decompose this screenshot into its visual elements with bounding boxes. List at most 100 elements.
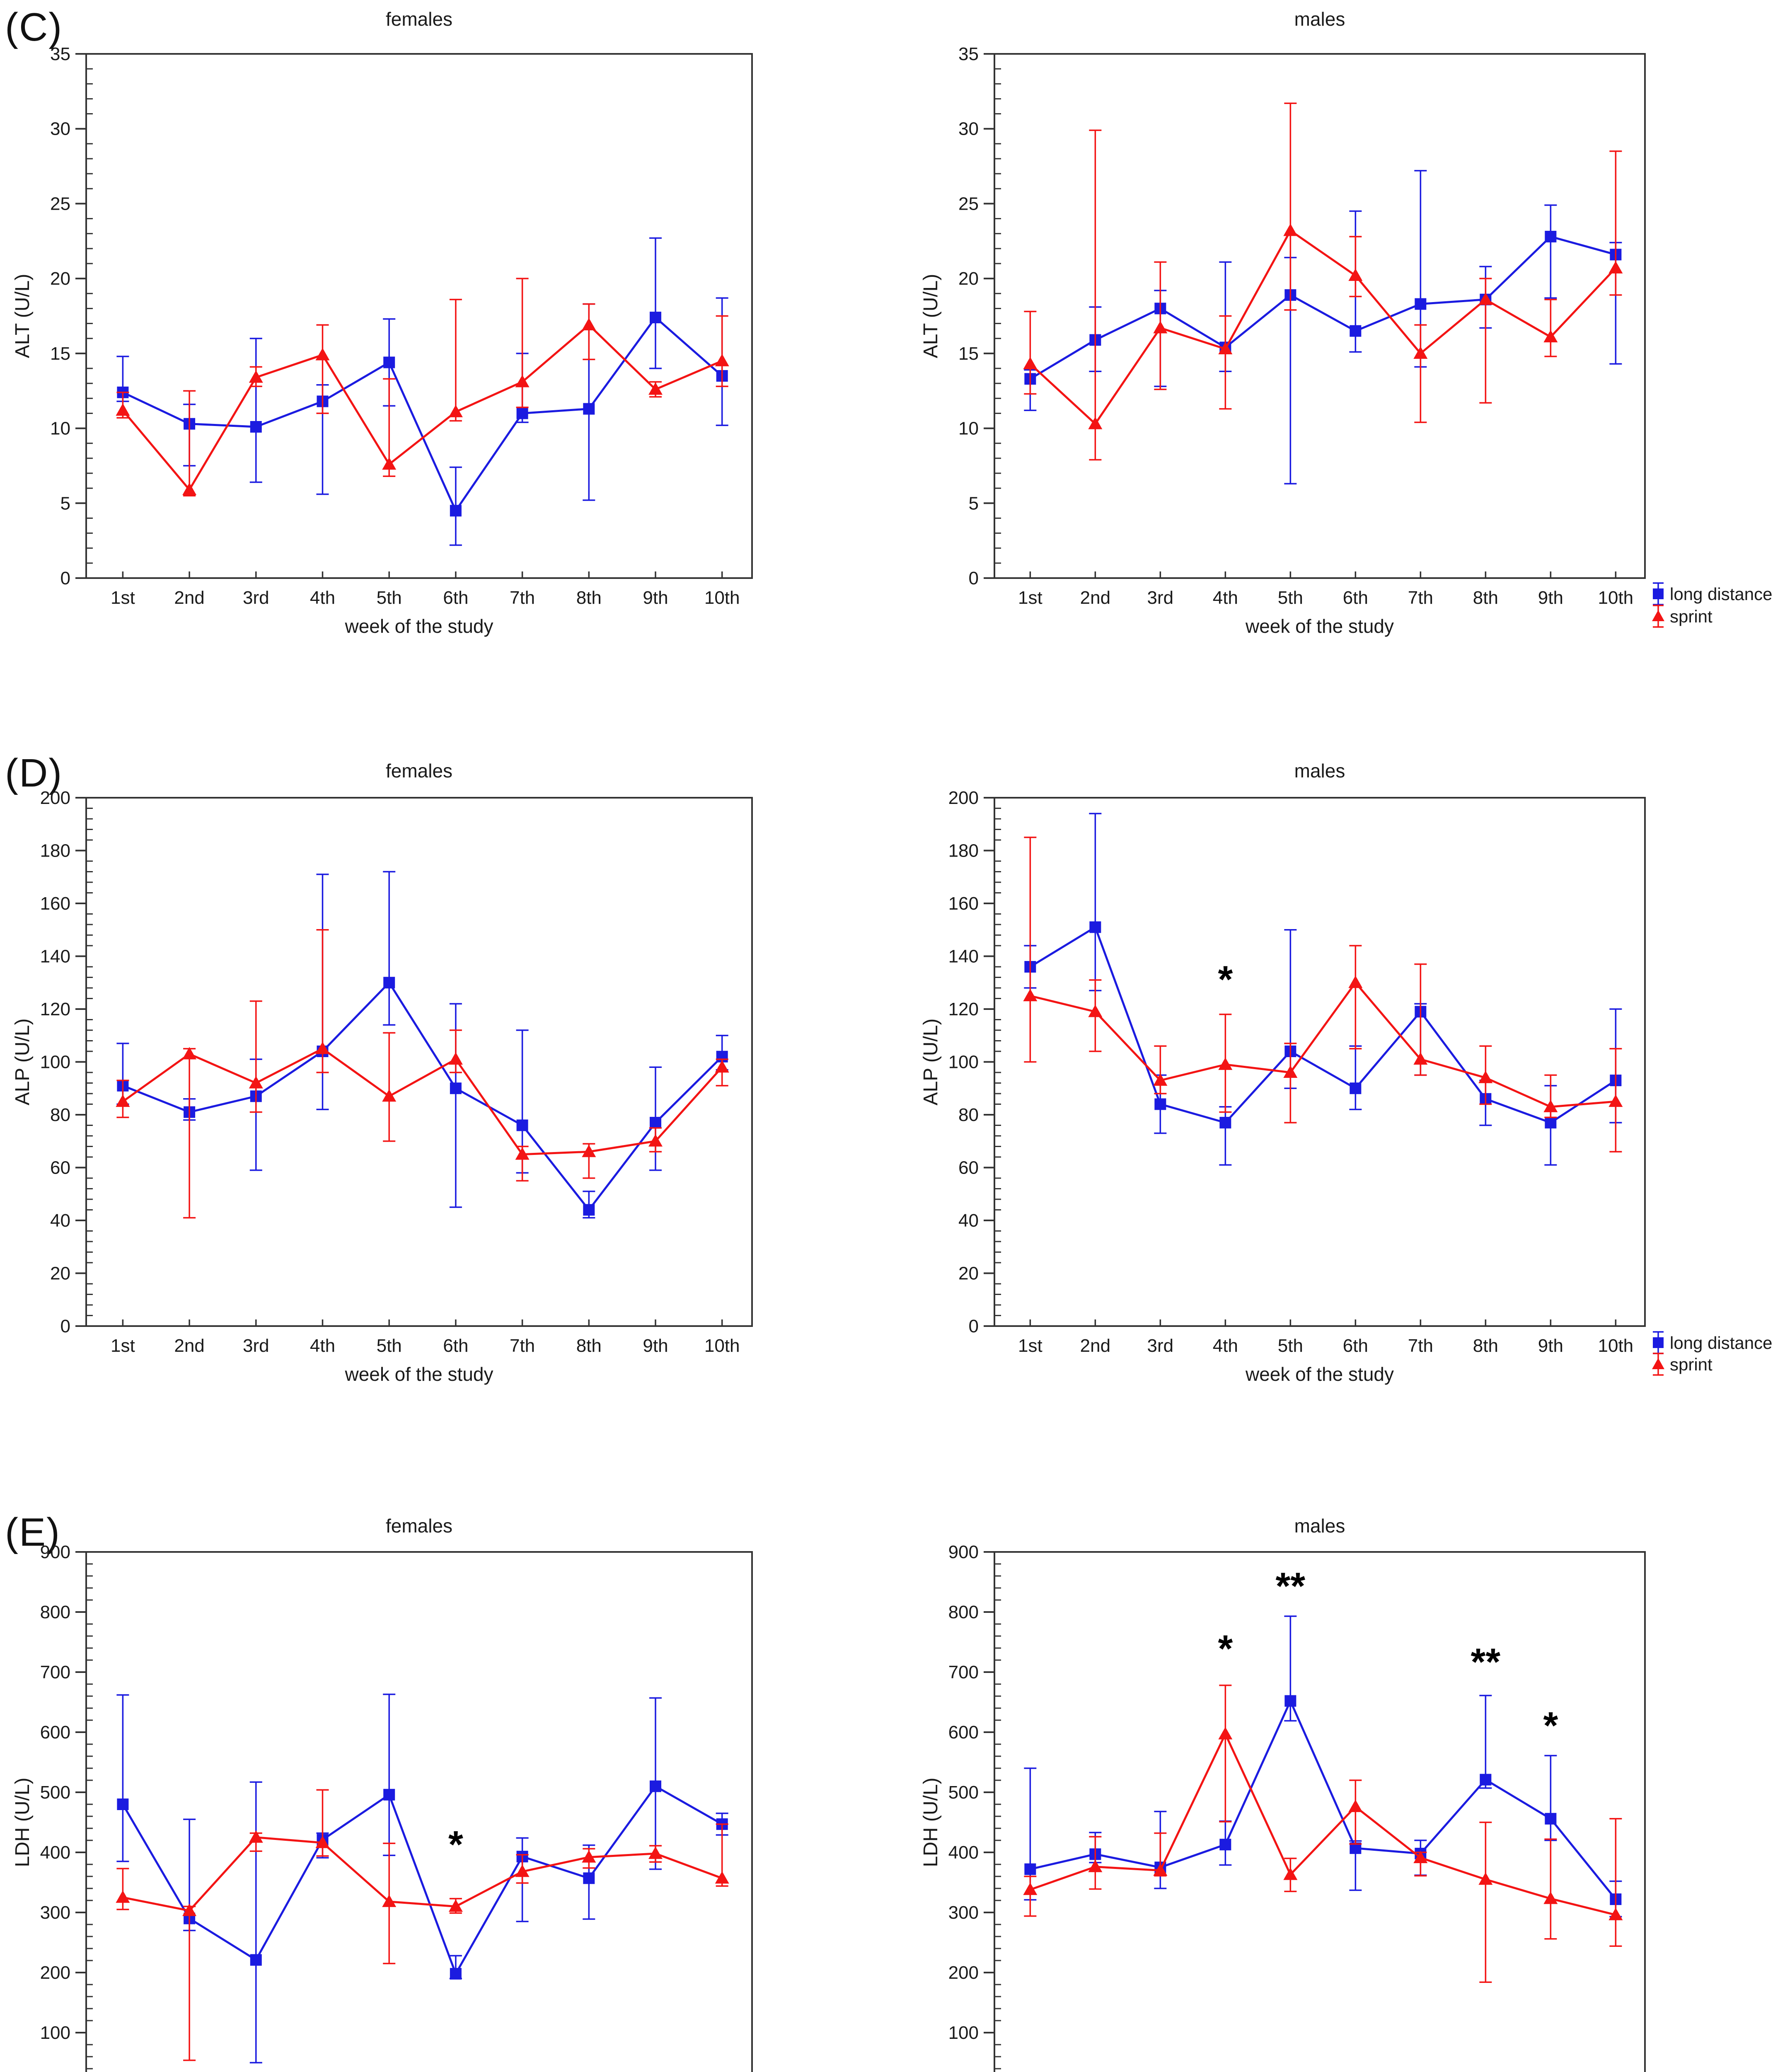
legend: long distance sprint	[1652, 1331, 1773, 1376]
data-point-triangle	[448, 404, 463, 417]
chart-title: females	[386, 1515, 452, 1537]
data-point-triangle	[315, 1835, 330, 1848]
x-axis-label: week of the study	[1245, 615, 1394, 637]
series-line	[122, 1048, 723, 1156]
data-point-triangle	[182, 1047, 197, 1060]
panel-letter-C: (C)	[5, 5, 63, 49]
svg-text:0: 0	[969, 1316, 979, 1336]
svg-text:100: 100	[40, 2023, 70, 2043]
svg-text:4th: 4th	[1213, 1336, 1238, 1356]
data-point-square	[1415, 298, 1427, 310]
svg-text:7th: 7th	[1408, 588, 1433, 608]
data-point-triangle	[1348, 1799, 1363, 1812]
svg-text:160: 160	[40, 893, 70, 914]
series-line	[1030, 981, 1616, 1108]
svg-text:7th: 7th	[510, 588, 535, 608]
panel-letter-D: (D)	[5, 751, 63, 795]
data-point-triangle	[1478, 1872, 1493, 1885]
data-point-square	[450, 1082, 462, 1094]
y-axis-label: ALT (U/L)	[12, 274, 34, 358]
svg-text:120: 120	[40, 999, 70, 1019]
data-point-square	[1154, 1098, 1166, 1110]
data-point-square	[117, 1798, 129, 1810]
y-axis: 0 5 10 15 20 25 30 35	[50, 44, 93, 588]
data-point-triangle	[1478, 1070, 1493, 1083]
series-line	[122, 316, 723, 512]
svg-text:20: 20	[958, 269, 979, 289]
data-point-triangle	[182, 1903, 197, 1916]
series-sprint	[116, 278, 729, 496]
x-axis-label: week of the study	[345, 615, 493, 637]
data-point-square	[383, 1789, 395, 1801]
svg-text:10th: 10th	[1598, 1336, 1634, 1356]
svg-text:140: 140	[40, 946, 70, 967]
chart-title: females	[386, 8, 452, 30]
svg-text:0: 0	[60, 1316, 70, 1336]
series-long-distance	[116, 871, 728, 1219]
data-point-triangle	[1413, 1851, 1428, 1864]
data-point-triangle	[182, 482, 197, 495]
svg-text:80: 80	[958, 1105, 979, 1125]
series-long-distance	[116, 1693, 728, 2064]
data-point-triangle	[1218, 1727, 1233, 1740]
svg-text:30: 30	[50, 119, 70, 139]
svg-text:200: 200	[948, 788, 979, 808]
chart-title: males	[1294, 1515, 1345, 1537]
data-point-square	[1350, 325, 1362, 337]
data-point-square	[516, 407, 528, 419]
svg-text:6th: 6th	[1343, 1336, 1368, 1356]
data-point-triangle	[448, 1052, 463, 1065]
svg-text:800: 800	[40, 1602, 70, 1622]
svg-text:3rd: 3rd	[1147, 1336, 1174, 1356]
svg-text:20: 20	[50, 269, 70, 289]
data-point-triangle	[1543, 330, 1558, 343]
legend-marker-square	[1653, 588, 1664, 599]
svg-text:10th: 10th	[704, 1336, 740, 1356]
plot-frame	[994, 1551, 1646, 2072]
data-point-square	[383, 356, 395, 368]
svg-text:8th: 8th	[1473, 1336, 1498, 1356]
svg-text:25: 25	[50, 194, 70, 214]
svg-text:60: 60	[958, 1158, 979, 1178]
svg-text:2nd: 2nd	[174, 1336, 204, 1356]
y-axis-label: LDH (U/L)	[12, 1777, 34, 1867]
series-line	[122, 1785, 723, 1975]
legend-label: long distance	[1670, 1333, 1773, 1353]
data-point-square	[1480, 1774, 1492, 1786]
svg-text:4th: 4th	[310, 1336, 335, 1356]
data-point-square	[1219, 1117, 1231, 1129]
svg-text:100: 100	[948, 2023, 979, 2043]
svg-text:0: 0	[60, 568, 70, 588]
svg-text:80: 80	[50, 1105, 70, 1125]
svg-text:400: 400	[948, 1842, 979, 1863]
chart-C_males: males 0 5 10 15 20 25 30 35 ALT (U/L) 1st 2nd 3rd 4th…	[920, 8, 1773, 637]
svg-text:600: 600	[948, 1722, 979, 1743]
svg-text:300: 300	[948, 1903, 979, 1923]
x-axis: 1st 2nd 3rd 4th 5th 6th 7th 8th 9th 10th	[1018, 1319, 1633, 1356]
data-point-triangle	[582, 1145, 596, 1157]
significance-star: *	[1218, 959, 1233, 1001]
svg-text:9th: 9th	[1538, 1336, 1563, 1356]
y-axis: 0100200300400500600700800900	[40, 1542, 93, 2070]
svg-text:8th: 8th	[576, 1336, 602, 1356]
legend-label: sprint	[1670, 1355, 1712, 1374]
svg-text:5: 5	[60, 493, 70, 513]
svg-text:5th: 5th	[1278, 1336, 1303, 1356]
data-point-triangle	[1153, 321, 1168, 334]
data-point-triangle	[249, 370, 263, 383]
legend-item-long_distance: long distance	[1653, 582, 1773, 605]
series-sprint	[116, 1789, 729, 2061]
legend: long distance sprint	[1652, 582, 1773, 628]
data-point-triangle	[249, 1076, 263, 1089]
legend-item-long_distance: long distance	[1653, 1331, 1773, 1354]
significance-star: **	[1471, 1641, 1501, 1683]
svg-text:120: 120	[948, 999, 979, 1019]
series-line	[122, 981, 723, 1211]
svg-text:900: 900	[40, 1542, 70, 1562]
data-point-triangle	[1608, 261, 1623, 274]
data-point-triangle	[1218, 342, 1233, 355]
data-point-triangle	[1608, 1907, 1623, 1920]
svg-text:500: 500	[948, 1782, 979, 1803]
data-point-triangle	[116, 403, 130, 416]
data-point-triangle	[315, 348, 330, 361]
